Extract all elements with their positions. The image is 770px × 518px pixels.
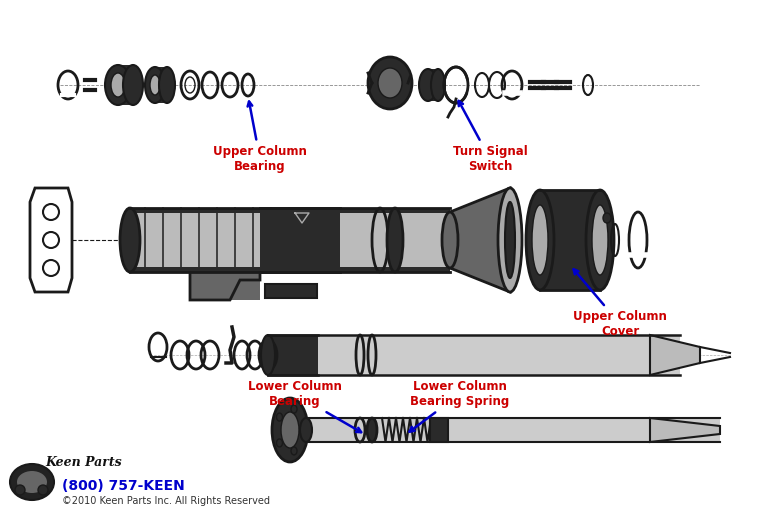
Bar — [428, 69, 438, 101]
Ellipse shape — [15, 485, 25, 495]
Bar — [130, 267, 450, 272]
Ellipse shape — [526, 190, 554, 290]
Polygon shape — [650, 335, 700, 375]
Ellipse shape — [120, 208, 140, 272]
Ellipse shape — [367, 418, 377, 442]
Polygon shape — [650, 418, 720, 442]
Bar — [118, 65, 133, 105]
Ellipse shape — [387, 208, 403, 272]
Ellipse shape — [603, 213, 611, 223]
Ellipse shape — [586, 190, 614, 290]
Text: Lower Column
Bearing Spring: Lower Column Bearing Spring — [410, 380, 510, 431]
Text: ©2010 Keen Parts Inc. All Rights Reserved: ©2010 Keen Parts Inc. All Rights Reserve… — [62, 496, 270, 506]
Ellipse shape — [276, 439, 283, 447]
Ellipse shape — [111, 73, 125, 97]
Bar — [155, 67, 167, 103]
Bar — [260, 208, 340, 272]
Ellipse shape — [150, 75, 160, 95]
Polygon shape — [450, 188, 510, 292]
Ellipse shape — [123, 65, 143, 105]
Ellipse shape — [272, 398, 308, 462]
Text: Upper Column
Cover: Upper Column Cover — [573, 269, 667, 338]
Text: Upper Column
Bearing: Upper Column Bearing — [213, 102, 307, 173]
Ellipse shape — [442, 212, 458, 268]
Ellipse shape — [498, 188, 522, 292]
Ellipse shape — [431, 69, 445, 101]
Ellipse shape — [17, 471, 47, 493]
Text: Lower Column
Bearing: Lower Column Bearing — [248, 380, 361, 432]
Bar — [268, 335, 318, 375]
Ellipse shape — [159, 67, 175, 103]
Ellipse shape — [276, 413, 283, 421]
Ellipse shape — [105, 65, 131, 105]
Ellipse shape — [532, 205, 548, 275]
Ellipse shape — [505, 202, 515, 278]
Bar — [130, 208, 450, 272]
Bar — [430, 418, 448, 442]
Bar — [268, 335, 680, 375]
Bar — [265, 284, 317, 298]
Ellipse shape — [368, 57, 412, 109]
Text: (800) 757-KEEN: (800) 757-KEEN — [62, 479, 185, 493]
Ellipse shape — [145, 67, 165, 103]
Text: Keen Parts: Keen Parts — [45, 456, 122, 469]
Ellipse shape — [300, 418, 312, 442]
Bar — [306, 418, 720, 442]
Ellipse shape — [291, 405, 297, 413]
Bar — [130, 208, 450, 213]
Ellipse shape — [281, 412, 299, 448]
Ellipse shape — [378, 68, 402, 98]
Ellipse shape — [38, 485, 48, 495]
Ellipse shape — [10, 464, 54, 500]
Ellipse shape — [261, 335, 275, 375]
Text: Turn Signal
Switch: Turn Signal Switch — [453, 101, 527, 173]
Ellipse shape — [419, 69, 437, 101]
Ellipse shape — [300, 426, 306, 434]
Bar — [190, 272, 260, 300]
Ellipse shape — [291, 447, 297, 455]
Ellipse shape — [592, 205, 608, 275]
Bar — [540, 190, 600, 290]
